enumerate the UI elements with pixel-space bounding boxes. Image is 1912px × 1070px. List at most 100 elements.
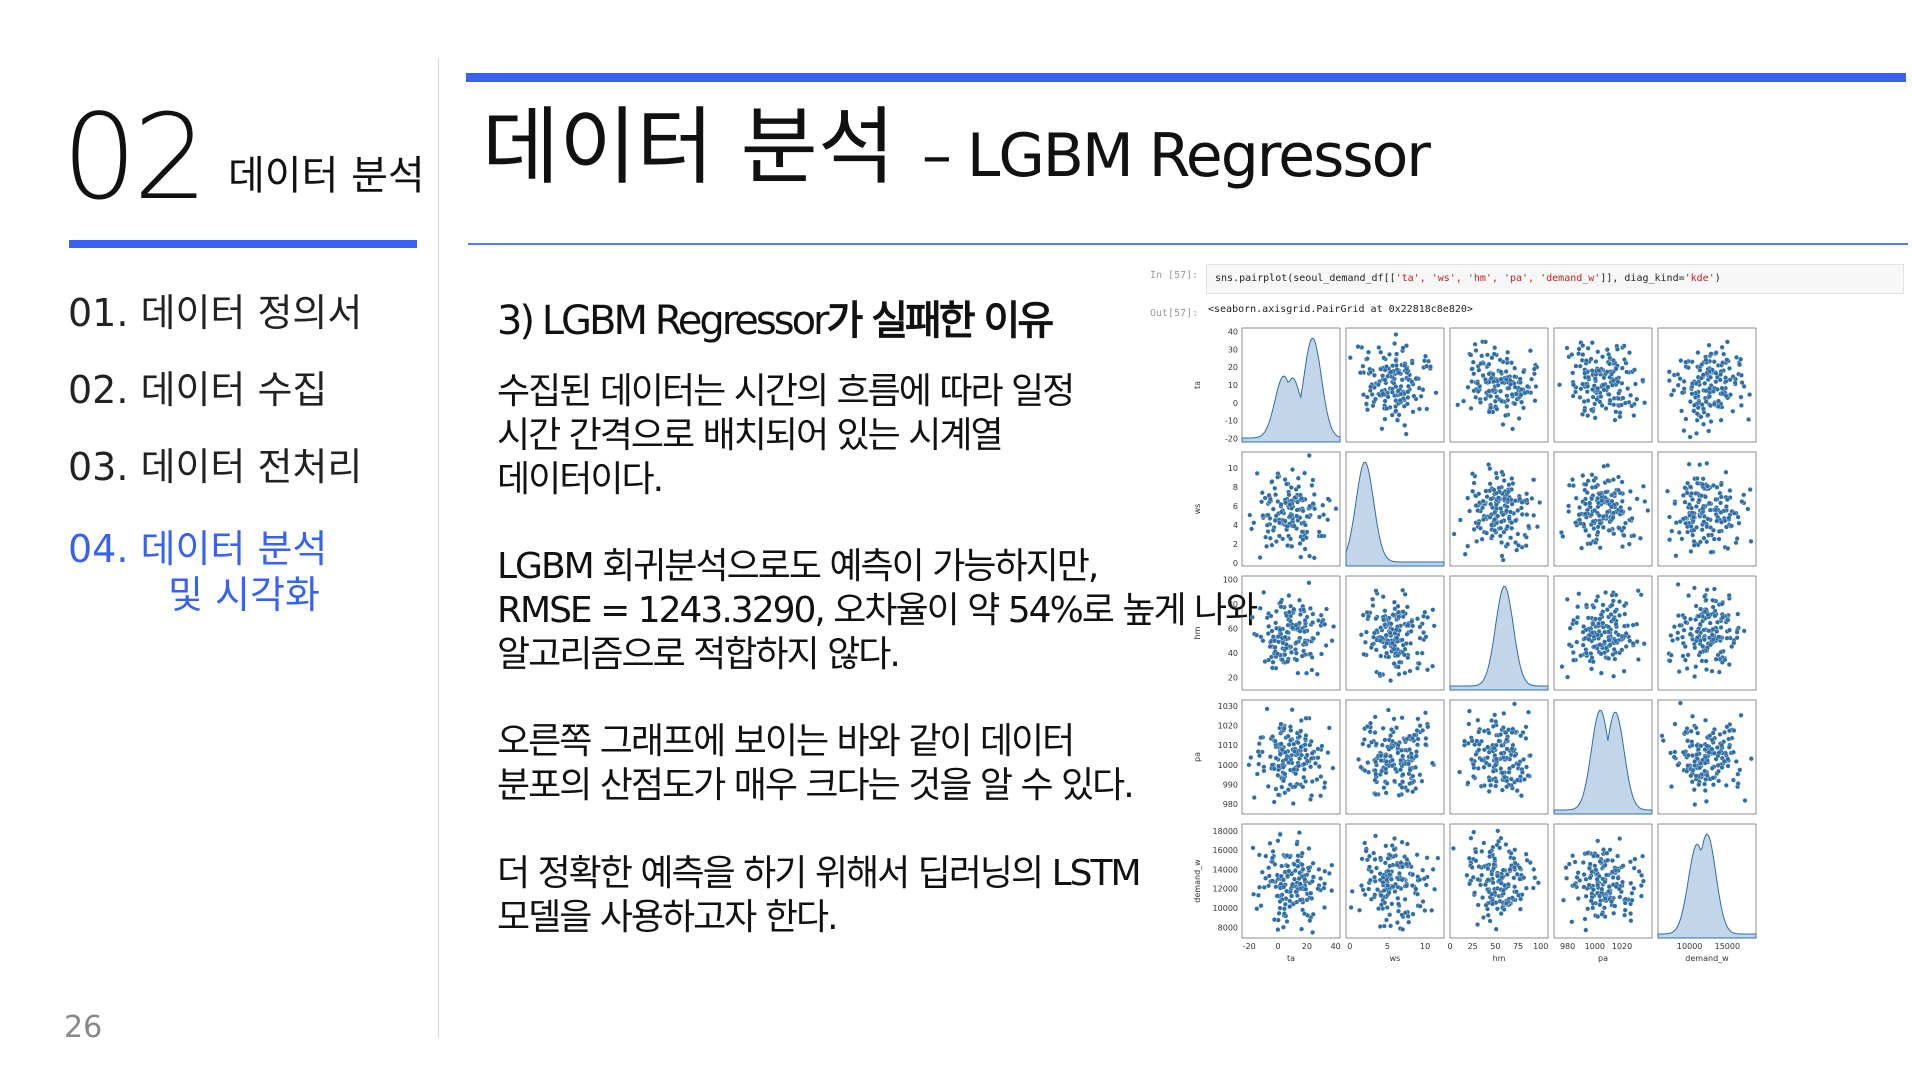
scatter-point	[1710, 730, 1716, 736]
toc-item-02[interactable]: 02. 데이터 수집	[68, 368, 328, 412]
scatter-point	[1523, 851, 1529, 857]
x-axis-label: pa	[1598, 954, 1608, 963]
x-tick-label: 0	[1347, 942, 1352, 951]
scatter-point	[1516, 761, 1522, 767]
y-tick-label: 8000	[1218, 923, 1238, 932]
scatter-point	[1364, 394, 1370, 400]
scatter-point	[1283, 642, 1289, 647]
scatter-point	[1492, 762, 1498, 768]
scatter-point	[1669, 784, 1674, 790]
scatter-point	[1407, 781, 1413, 787]
scatter-point	[1509, 392, 1515, 397]
scatter-point	[1734, 635, 1740, 641]
scatter-point	[1467, 508, 1473, 514]
scatter-point	[1705, 516, 1711, 522]
scatter-point	[1487, 918, 1493, 924]
scatter-point	[1693, 725, 1699, 731]
scatter-point	[1640, 878, 1646, 884]
scatter-point	[1613, 621, 1619, 627]
scatter-point	[1364, 356, 1370, 362]
scatter-point	[1584, 490, 1590, 496]
scatter-point	[1526, 709, 1531, 715]
scatter-point	[1382, 416, 1388, 422]
scatter-point	[1606, 655, 1612, 661]
scatter-point	[1310, 860, 1316, 866]
scatter-point	[1475, 380, 1481, 386]
scatter-point	[1478, 399, 1483, 405]
scatter-point	[1626, 541, 1632, 547]
scatter-point	[1694, 524, 1700, 530]
scatter-point	[1487, 481, 1493, 487]
scatter-point	[1704, 667, 1709, 672]
scatter-point	[1281, 877, 1286, 883]
scatter-point	[1500, 725, 1506, 731]
scatter-point	[1595, 914, 1601, 920]
scatter-point	[1494, 406, 1500, 412]
subplot-frame	[1553, 575, 1653, 691]
scatter-point	[1304, 670, 1309, 676]
scatter-point	[1699, 658, 1705, 664]
scatter-point	[1251, 795, 1257, 801]
scatter-point	[1363, 401, 1369, 407]
scatter-point	[1303, 778, 1309, 784]
title-english: – LGBM Regressor	[921, 121, 1431, 191]
scatter-point	[1701, 421, 1706, 427]
scatter-point	[1508, 776, 1514, 782]
scatter-point	[1480, 517, 1486, 522]
scatter-point	[1631, 533, 1637, 539]
scatter-point	[1378, 855, 1383, 861]
scatter-point	[1696, 782, 1702, 788]
scatter-point	[1629, 403, 1635, 409]
scatter-point	[1295, 853, 1301, 859]
scatter-point	[1488, 501, 1494, 507]
scatter-point	[1704, 587, 1710, 593]
scatter-point	[1248, 755, 1254, 760]
scatter-point	[1498, 732, 1504, 738]
scatter-point	[1675, 630, 1681, 636]
scatter-point	[1407, 747, 1412, 753]
scatter-point	[1373, 791, 1379, 797]
scatter-point	[1469, 738, 1475, 744]
scatter-point	[1378, 625, 1384, 631]
scatter-point	[1509, 360, 1514, 366]
scatter-point	[1389, 763, 1395, 769]
scatter-point	[1318, 876, 1324, 881]
scatter-point	[1404, 366, 1410, 372]
scatter-point	[1532, 398, 1538, 404]
toc-item-01[interactable]: 01. 데이터 정의서	[68, 291, 363, 335]
scatter-point	[1492, 856, 1498, 862]
scatter-point	[1364, 724, 1370, 730]
y-tick-label: 1020	[1218, 722, 1238, 731]
scatter-point	[1380, 879, 1386, 885]
scatter-point	[1291, 876, 1297, 882]
scatter-point	[1692, 763, 1698, 768]
scatter-point	[1290, 801, 1296, 806]
scatter-point	[1308, 755, 1314, 761]
scatter-point	[1497, 533, 1503, 539]
scatter-point	[1499, 469, 1505, 475]
scatter-point	[1600, 354, 1606, 360]
scatter-point	[1265, 783, 1271, 789]
y-tick-label: 8	[1233, 483, 1238, 492]
toc-item-03[interactable]: 03. 데이터 전처리	[68, 445, 363, 489]
scatter-point	[1710, 604, 1716, 610]
toc-item-04-active[interactable]: 04. 데이터 분석 및 시각화	[68, 526, 327, 618]
scatter-point	[1728, 392, 1733, 398]
subplot-frame	[1449, 699, 1549, 815]
scatter-point	[1523, 724, 1529, 730]
subplot-frame	[1241, 451, 1341, 567]
scatter-point	[1295, 858, 1301, 864]
scatter-point	[1498, 388, 1503, 394]
scatter-point	[1420, 867, 1426, 873]
scatter-point	[1430, 866, 1436, 872]
scatter-point	[1497, 357, 1503, 363]
code-args: 'ta', 'ws', 'hm', 'pa', 'demand_w'	[1395, 273, 1601, 284]
scatter-point	[1581, 872, 1587, 878]
scatter-point	[1504, 778, 1510, 784]
y-tick-label: 2	[1233, 540, 1238, 549]
scatter-point	[1495, 513, 1501, 519]
scatter-point	[1410, 773, 1416, 779]
scatter-point	[1602, 639, 1608, 645]
scatter-point	[1516, 542, 1521, 548]
scatter-point	[1485, 877, 1491, 883]
